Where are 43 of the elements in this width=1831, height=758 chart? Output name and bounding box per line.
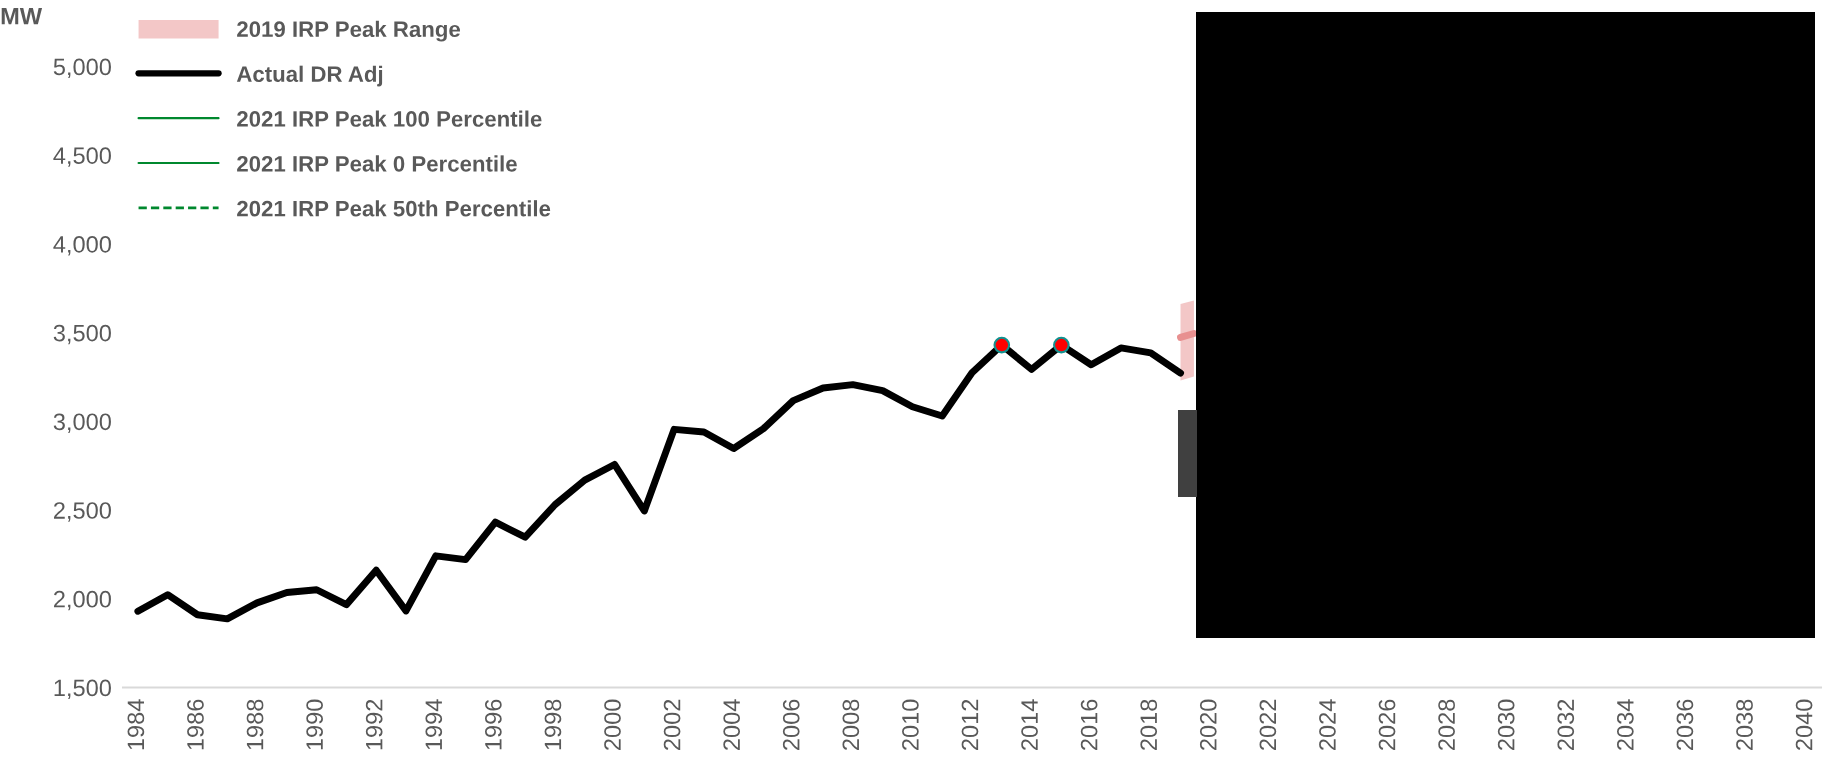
x-tick-label: 2012: [961, 699, 979, 750]
x-tick-label: 2040: [1795, 699, 1813, 750]
x-tick-label: 1984: [127, 699, 145, 750]
x-tick-label: 2030: [1497, 699, 1515, 750]
x-tick-label: 1994: [425, 699, 443, 750]
y-tick-label: 3,000: [53, 413, 111, 433]
x-tick-label: 2018: [1140, 699, 1158, 750]
x-tick-label: 1986: [187, 699, 204, 750]
x-tick-label: 2006: [782, 699, 800, 750]
y-tick-label: 4,000: [53, 236, 111, 256]
legend-label: Actual DR Adj: [236, 65, 383, 87]
x-tick-label: 2032: [1557, 699, 1575, 750]
y-tick-label: 3,500: [53, 324, 111, 345]
legend-label: 2021 IRP Peak 0 Percentile: [237, 155, 517, 172]
x-tick-label: 2038: [1736, 699, 1753, 750]
x-tick-label: 2000: [604, 699, 621, 750]
x-tick-label: 2020: [1199, 699, 1217, 750]
x-tick-label: 2024: [1319, 699, 1336, 750]
x-tick-label: 2002: [663, 699, 681, 750]
x-tick-label: 1996: [484, 699, 502, 750]
x-tick-label: 1992: [365, 699, 383, 750]
legend-label: 2019 IRP Peak Range: [237, 20, 460, 42]
x-tick-label: 2010: [902, 699, 919, 750]
x-tick-label: 2004: [723, 699, 741, 750]
x-tick-label: 2034: [1616, 699, 1634, 750]
y-tick-label: 2,000: [54, 590, 111, 611]
legend-label: 2021 IRP Peak 100 Percentile: [237, 110, 542, 127]
y-tick-label: 2,500: [54, 502, 111, 522]
y-tick-label: 5,000: [53, 58, 111, 79]
x-tick-label: 2036: [1676, 699, 1694, 750]
y-tick-label: 4,500: [53, 147, 111, 167]
x-tick-label: 2016: [1080, 699, 1098, 750]
x-tick-label: 2028: [1438, 699, 1455, 750]
x-tick-label: 2026: [1378, 699, 1396, 750]
legend-label: 2021 IRP Peak 50th Percentile: [237, 200, 551, 217]
x-tick-label: 1998: [544, 699, 562, 750]
y-tick-label: 1,500: [54, 679, 111, 700]
y-axis-title: MW: [1, 8, 43, 25]
x-tick-label: 2022: [1259, 699, 1277, 750]
x-tick-label: 1990: [306, 699, 323, 750]
x-tick-label: 2014: [1021, 699, 1038, 750]
x-tick-label: 1988: [246, 699, 264, 750]
x-tick-label: 2008: [842, 699, 860, 750]
